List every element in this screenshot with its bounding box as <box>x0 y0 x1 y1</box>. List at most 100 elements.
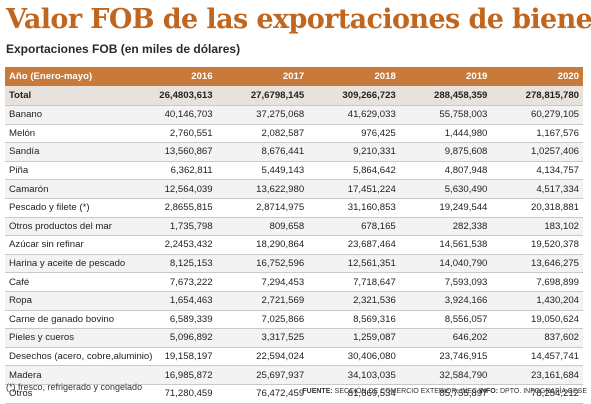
table-row: Banano 40,146,703 37,275,068 41,629,033 55,7… <box>5 105 583 125</box>
table-row: Melón 2,760,551 2,082,587 976,425 1,444,980 1… <box>5 124 583 144</box>
table-cell: 4,517,334 <box>491 179 583 199</box>
table-cell: 5,630,490 <box>399 179 492 199</box>
table-cell: 13,560,867 <box>125 142 217 162</box>
table-row: Piña 6,362,811 5,449,143 5,864,642 4,807,948… <box>5 161 583 181</box>
row-label: Total <box>5 86 125 106</box>
table-cell: 19,158,197 <box>125 347 217 367</box>
header-year: 2019 <box>399 67 492 86</box>
table-cell: 30,406,080 <box>308 347 400 367</box>
table-cell: 14,457,741 <box>491 347 583 367</box>
table-cell: 22,594,024 <box>216 347 309 367</box>
row-label: Melón <box>5 124 125 144</box>
table-row: Otros productos del mar 1,735,798 809,658 6… <box>5 217 583 237</box>
table-cell: 3,317,525 <box>216 328 309 348</box>
table-cell: 809,658 <box>216 217 309 237</box>
table-row: Madera 16,985,872 25,697,937 34,103,035 32,5… <box>5 365 583 385</box>
table-cell: 3,924,166 <box>399 291 492 311</box>
table-cell: 34,103,035 <box>308 365 400 385</box>
row-label: Azúcar sin refinar <box>5 235 125 255</box>
table-cell: 2,321,536 <box>308 291 400 311</box>
subtitle: Exportaciones FOB (en miles de dólares) <box>6 42 241 56</box>
footnote: (*) fresco, refrigerado y congelado <box>6 382 143 392</box>
table-cell: 2,082,587 <box>216 124 309 144</box>
header-year: 2017 <box>216 67 309 86</box>
table-cell: 8,569,316 <box>308 310 400 330</box>
table-cell: 20,318,881 <box>491 198 583 218</box>
table-cell: 5,096,892 <box>125 328 217 348</box>
table-cell: 8,125,153 <box>125 254 217 274</box>
table-cell: 7,294,453 <box>216 272 309 292</box>
header-label: Año (Enero-mayo) <box>5 67 125 86</box>
table-cell: 76,472,459 <box>216 384 309 404</box>
table-cell: 5,449,143 <box>216 161 309 181</box>
table-cell: 678,165 <box>308 217 400 237</box>
table-cell: 41,629,033 <box>308 105 400 125</box>
table-cell: 1,0257,406 <box>491 142 583 162</box>
table-cell: 2,760,551 <box>125 124 217 144</box>
table-cell: 55,758,003 <box>399 105 492 125</box>
table-row: Sandía 13,560,867 8,676,441 9,210,331 9,875,… <box>5 142 583 162</box>
table-row: Carne de ganado bovino 6,589,339 7,025,866… <box>5 310 583 330</box>
table-cell: 4,807,948 <box>399 161 492 181</box>
row-label: Café <box>5 272 125 292</box>
table-header-row: Año (Enero-mayo) 2016 2017 2018 2019 2020 <box>5 67 583 86</box>
header-year: 2020 <box>491 67 583 86</box>
table-cell: 183,102 <box>491 217 583 237</box>
row-label: Pieles y cueros <box>5 328 125 348</box>
table-row: Pieles y cueros 5,096,892 3,317,525 1,259,0… <box>5 328 583 348</box>
table-cell: 1,430,204 <box>491 291 583 311</box>
table-cell: 13,622,980 <box>216 179 309 199</box>
table-row: Pescado y filete (*) 2,8655,815 2,8714,975… <box>5 198 583 218</box>
table-cell: 31,160,853 <box>308 198 400 218</box>
table-cell: 9,875,608 <box>399 142 492 162</box>
table-cell: 9,210,331 <box>308 142 400 162</box>
table-cell: 1,444,980 <box>399 124 492 144</box>
table-cell: 13,646,275 <box>491 254 583 274</box>
table-row: Ropa 1,654,463 2,721,569 2,321,536 3,924,166… <box>5 291 583 311</box>
table-cell: 16,752,596 <box>216 254 309 274</box>
table-cell: 837,602 <box>491 328 583 348</box>
table-cell: 1,259,087 <box>308 328 400 348</box>
table-cell: 7,698,899 <box>491 272 583 292</box>
table-cell: 18,290,864 <box>216 235 309 255</box>
row-label: Sandía <box>5 142 125 162</box>
table-cell: 2,8655,815 <box>125 198 217 218</box>
table-cell: 282,338 <box>399 217 492 237</box>
table-cell: 14,040,790 <box>399 254 492 274</box>
table-cell: 19,050,624 <box>491 310 583 330</box>
row-label: Camarón <box>5 179 125 199</box>
total-row: Total 26,4803,613 27,6798,145 309,266,723 28… <box>5 86 583 106</box>
table-cell: 32,584,790 <box>399 365 492 385</box>
table-row: Azúcar sin refinar 2,2453,432 18,290,864 23… <box>5 235 583 255</box>
source-credit: FUENTE: SECCIÓN DE COMERCIO EXTERIOR, IN… <box>302 388 587 395</box>
table-cell: 2,8714,975 <box>216 198 309 218</box>
table-cell: 4,134,757 <box>491 161 583 181</box>
page-title: Valor FOB de las exportaciones de bienes <box>6 4 591 35</box>
table-cell: 309,266,723 <box>308 86 400 106</box>
row-label: Piña <box>5 161 125 181</box>
table-cell: 1,654,463 <box>125 291 217 311</box>
table-cell: 1,735,798 <box>125 217 217 237</box>
info-label: INFO: <box>478 388 499 395</box>
table-cell: 16,985,872 <box>125 365 217 385</box>
table-cell: 17,451,224 <box>308 179 400 199</box>
table-cell: 19,249,544 <box>399 198 492 218</box>
row-label: Harina y aceite de pescado <box>5 254 125 274</box>
table-cell: 23,161,684 <box>491 365 583 385</box>
table-row: Café 7,673,222 7,294,453 7,718,647 7,593,093… <box>5 272 583 292</box>
table-cell: 37,275,068 <box>216 105 309 125</box>
table-cell: 976,425 <box>308 124 400 144</box>
table-cell: 23,687,464 <box>308 235 400 255</box>
table-cell: 288,458,359 <box>399 86 492 106</box>
info-text: DPTO. INFOGRAFÍA GESE <box>500 388 587 395</box>
table-cell: 60,279,105 <box>491 105 583 125</box>
header-year: 2016 <box>125 67 217 86</box>
table-cell: 7,025,866 <box>216 310 309 330</box>
table-cell: 19,520,378 <box>491 235 583 255</box>
table-cell: 12,564,039 <box>125 179 217 199</box>
table-cell: 6,362,811 <box>125 161 217 181</box>
source-label: FUENTE: <box>302 388 333 395</box>
table-cell: 8,556,057 <box>399 310 492 330</box>
row-label: Otros productos del mar <box>5 217 125 237</box>
table-cell: 14,561,538 <box>399 235 492 255</box>
